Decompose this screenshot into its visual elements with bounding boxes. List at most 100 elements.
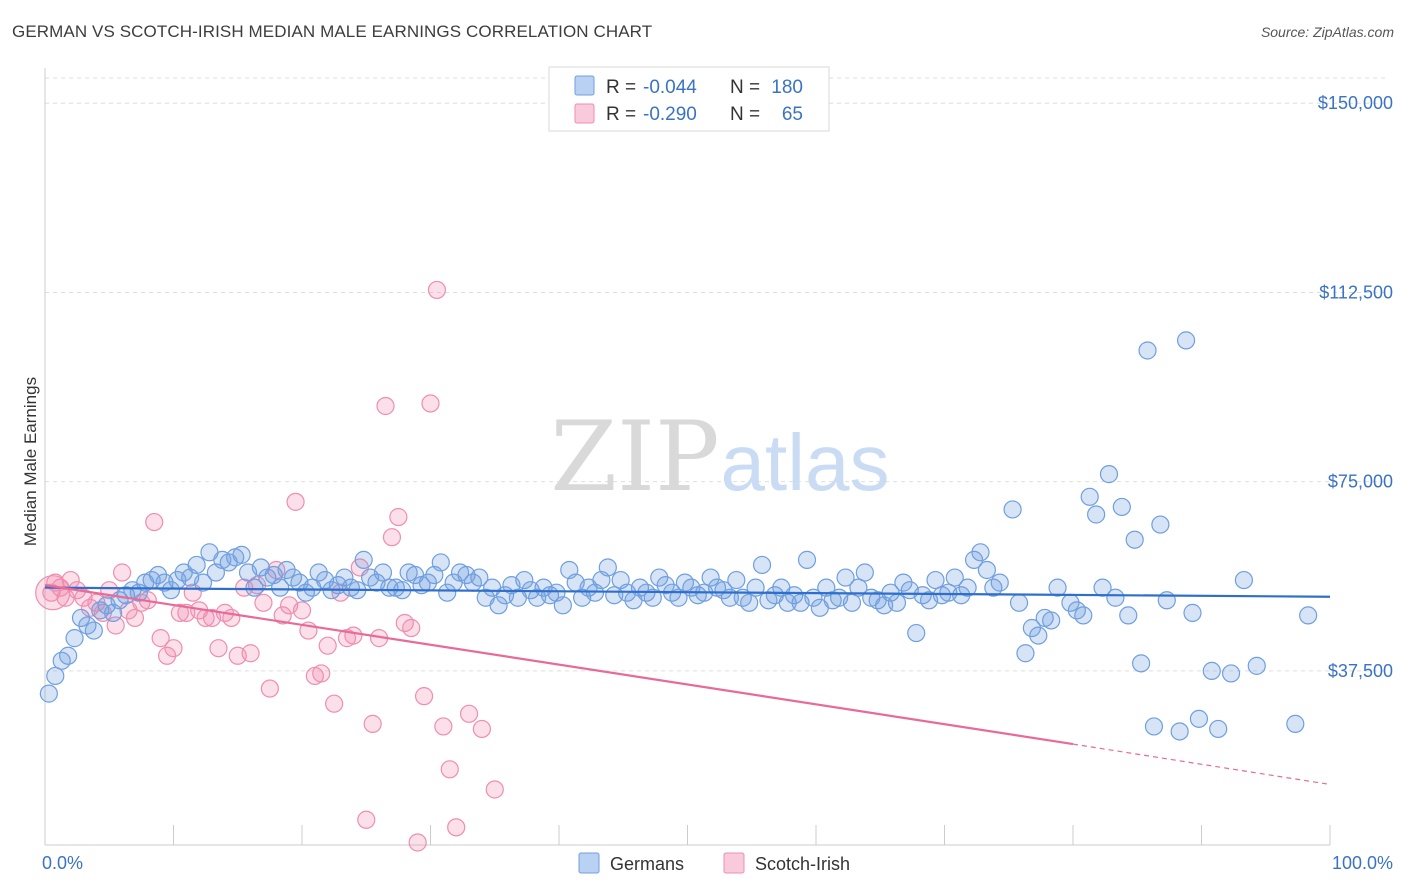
scotch-point-62 (434, 717, 453, 736)
source-label: Source: ZipAtlas.com (1260, 24, 1394, 40)
german-point-94 (643, 588, 662, 607)
german-point-164 (1106, 588, 1125, 607)
legend-n-value-german: 180 (771, 77, 803, 98)
german-point-160 (1080, 487, 1099, 506)
german-point-171 (1151, 515, 1170, 534)
german-point-155 (1042, 611, 1061, 630)
german-point-146 (977, 560, 997, 580)
german-point-24 (193, 573, 213, 592)
german-point-124 (836, 568, 855, 587)
german-point-179 (1221, 664, 1241, 683)
german-point-165 (1112, 497, 1131, 517)
german-point-96 (656, 576, 675, 595)
x-tick-label-1: 100.0% (1332, 853, 1393, 873)
scotch-point-57 (402, 618, 421, 638)
german-point-181 (1247, 656, 1266, 675)
scotch-trend-line-dashed (1072, 743, 1331, 786)
german-point-150 (1009, 593, 1029, 612)
german-point-138 (926, 570, 945, 590)
scotch-point-32 (241, 644, 260, 663)
german-point-17 (148, 565, 168, 585)
scotch-point-48 (344, 626, 363, 645)
german-point-132 (887, 593, 907, 612)
german-point-174 (1176, 331, 1196, 350)
legend: R = -0.044 N = 180 R = -0.290 N = 65 (548, 66, 830, 132)
german-points (39, 331, 1318, 741)
scotch-point-35 (260, 679, 279, 698)
chart-title: GERMAN VS SCOTCH-IRISH MEDIAN MALE EARNI… (12, 22, 653, 41)
scotch-point-37 (273, 606, 292, 625)
watermark-atlas: atlas (721, 418, 890, 507)
german-point-1 (46, 666, 65, 686)
legend-r-label-scotch: R = (606, 104, 636, 125)
german-point-118 (797, 550, 817, 569)
german-point-87 (598, 558, 617, 577)
scotch-point-17 (145, 512, 164, 532)
german-point-149 (1003, 500, 1022, 519)
bottom-legend-swatch-german (578, 852, 600, 874)
scotch-point-58 (408, 833, 427, 852)
scotch-point-64 (447, 818, 466, 837)
german-point-109 (740, 593, 759, 612)
bottom-legend-swatch-scotch (723, 852, 745, 874)
scotch-point-12 (112, 563, 132, 582)
german-point-3 (59, 646, 78, 665)
german-point-23 (187, 555, 206, 575)
german-point-163 (1099, 465, 1119, 484)
german-point-153 (1029, 626, 1048, 645)
german-point-30 (232, 545, 251, 564)
german-point-36 (271, 578, 290, 597)
y-tick-label-1: $75,000 (1328, 472, 1393, 492)
german-point-52 (373, 563, 393, 582)
german-point-166 (1119, 606, 1138, 625)
scotch-point-27 (209, 639, 228, 658)
scotch-point-53 (376, 396, 395, 416)
legend-r-value-scotch: -0.290 (643, 104, 697, 125)
german-point-176 (1189, 709, 1209, 728)
german-point-167 (1125, 530, 1144, 549)
bottom-legend-german: Germans (610, 854, 684, 874)
y-tick-label-0: $37,500 (1328, 661, 1393, 681)
german-point-180 (1234, 570, 1254, 590)
german-trend-line (44, 586, 1331, 598)
german-point-70 (489, 596, 508, 615)
german-point-74 (515, 570, 534, 590)
german-point-98 (669, 588, 688, 607)
german-point-159 (1074, 606, 1093, 625)
scotch-point-20 (164, 639, 183, 658)
german-point-170 (1144, 717, 1164, 736)
german-point-67 (470, 568, 489, 587)
german-point-7 (84, 621, 103, 640)
german-point-19 (161, 581, 181, 600)
scotch-point-43 (312, 664, 331, 683)
german-point-126 (849, 578, 868, 597)
german-point-175 (1183, 603, 1202, 622)
legend-r-label-german: R = (606, 77, 636, 98)
scotch-point-19 (157, 646, 177, 665)
y-tick-label-3: $150,000 (1318, 93, 1393, 113)
german-point-32 (245, 578, 264, 597)
german-point-172 (1157, 591, 1176, 610)
german-point-125 (842, 593, 862, 612)
german-point-182 (1286, 714, 1305, 733)
german-point-133 (894, 573, 913, 592)
german-point-42 (309, 563, 328, 582)
scotch-point-54 (382, 528, 402, 547)
german-point-156 (1048, 578, 1067, 597)
german-point-116 (785, 586, 804, 605)
german-point-95 (650, 568, 669, 587)
legend-n-label-german: N = (730, 77, 760, 98)
german-point-49 (354, 550, 373, 569)
scotch-point-66 (472, 719, 491, 739)
y-axis-label: Median Male Earnings (21, 377, 40, 546)
scotch-point-34 (254, 593, 273, 612)
scotch-point-65 (459, 704, 479, 723)
german-point-151 (1016, 644, 1035, 663)
german-point-152 (1022, 618, 1041, 638)
german-point-5 (71, 608, 91, 628)
german-point-0 (39, 684, 58, 703)
german-point-111 (752, 555, 772, 575)
german-point-145 (971, 543, 990, 562)
legend-swatch-scotch (574, 103, 595, 124)
